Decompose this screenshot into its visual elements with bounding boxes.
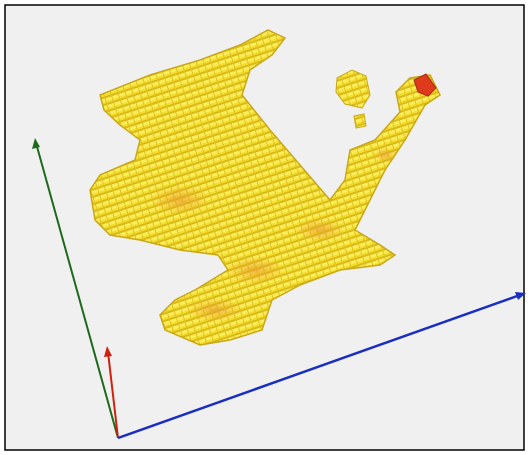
shade bbox=[150, 185, 210, 215]
voxel-fragment bbox=[354, 114, 366, 128]
page bbox=[0, 0, 529, 455]
shade bbox=[187, 298, 243, 322]
shade bbox=[295, 218, 345, 242]
shade bbox=[373, 147, 397, 163]
viewport bbox=[0, 0, 529, 455]
shade bbox=[225, 256, 285, 284]
